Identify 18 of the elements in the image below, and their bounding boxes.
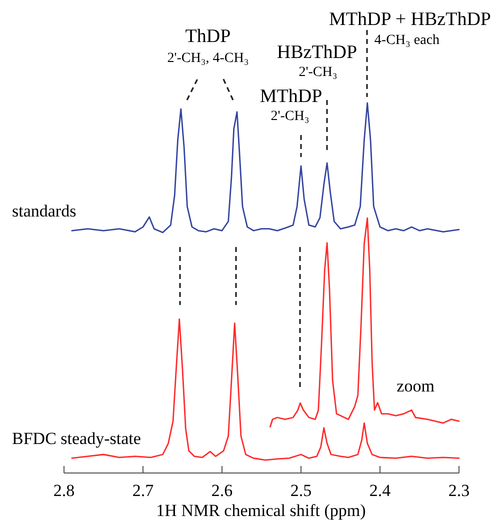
text: MThDP + HBzThDP [328,9,492,30]
x-tick-label: 2.5 [290,481,312,500]
text: ThDP [185,26,231,47]
annotation: 2'-CH₃ [270,109,310,124]
text: 2'-CH₃, 4-CH₃ [167,51,249,66]
text: 2'-CH₃ [298,65,338,80]
series-label: zoom [396,376,434,396]
x-tick-label: 2.6 [211,481,233,500]
x-tick-label: 2.8 [53,481,75,500]
x-tick-label: 2.7 [132,481,154,500]
x-tick-label: 2.3 [448,481,470,500]
series-label: BFDC steady-state [12,429,141,448]
series-label: standards [12,202,76,221]
text: 4-CH₃ each [374,33,440,48]
x-tick-label: 2.4 [369,481,392,500]
x-axis-title: 1H NMR chemical shift (ppm) [156,501,366,520]
annotation: MThDP [260,86,322,107]
text: HBzThDP [276,42,358,63]
